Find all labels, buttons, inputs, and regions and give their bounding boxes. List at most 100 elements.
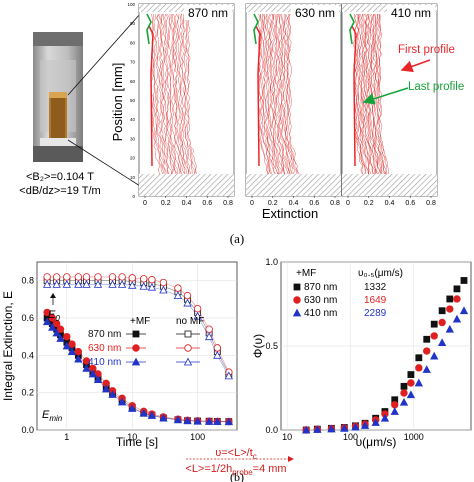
emin-label: Emin <box>42 409 63 423</box>
data-point <box>423 335 431 343</box>
panel-a-label: (a) <box>230 231 244 246</box>
legend-marker <box>131 357 141 366</box>
profile-curve <box>353 13 363 175</box>
profile-curve <box>257 13 269 175</box>
profile-curve <box>153 13 165 175</box>
legend-value: 1649 <box>364 295 387 306</box>
series-410nm <box>302 306 469 434</box>
data-point <box>351 422 360 431</box>
data-point <box>62 280 71 288</box>
hatch-bottom <box>246 174 341 196</box>
data-point <box>438 307 446 315</box>
data-point <box>400 382 408 390</box>
profile-curve <box>166 13 178 175</box>
data-point <box>139 281 148 290</box>
profile-curve <box>178 13 190 175</box>
y-tick-label-left: 0.0 <box>21 425 34 435</box>
data-point <box>173 291 183 299</box>
profile-curve <box>271 13 282 175</box>
legend-marker <box>132 330 140 338</box>
data-point <box>452 314 462 323</box>
data-point <box>453 285 461 293</box>
data-point <box>340 423 349 432</box>
y-tick-label-a: 100 <box>127 2 135 7</box>
legend-marker <box>293 283 301 291</box>
legend-label: 870 nm <box>304 282 337 293</box>
data-point <box>82 273 91 281</box>
data-point <box>88 369 98 378</box>
data-point <box>74 273 83 281</box>
x-axis-label-right: υ(μm/s) <box>356 435 397 449</box>
profile-curve <box>282 13 293 175</box>
data-point <box>430 332 438 340</box>
profile-curve <box>186 13 197 175</box>
data-point <box>213 350 222 359</box>
y-axis-label-a: Position [mm] <box>110 63 125 142</box>
x-tick-label-a: 0.4 <box>289 200 299 207</box>
field-caption-1: <B₂>=0.104 T <box>26 171 94 183</box>
cuvette-photo <box>33 32 83 162</box>
profile-curve <box>165 13 176 175</box>
y-axis-label-left: Integral Extinction, E <box>1 291 15 401</box>
legend-value: 1332 <box>364 282 387 293</box>
x-tick-label-a: 0.4 <box>182 200 192 207</box>
x-tick-label-right: 1000 <box>404 432 424 442</box>
data-point <box>415 354 423 362</box>
data-point <box>93 280 103 288</box>
profile-curve <box>286 13 298 175</box>
y-tick-label-a: 30 <box>130 136 136 141</box>
x-tick-label-a: 0.2 <box>268 200 278 207</box>
data-point <box>213 417 222 425</box>
data-point <box>407 371 415 378</box>
data-point <box>390 407 399 415</box>
data-point <box>56 334 65 342</box>
data-point <box>52 328 61 337</box>
x-tick-label-a: 0.2 <box>364 200 374 207</box>
last-profile-arrow <box>362 87 409 105</box>
profile-curve <box>263 13 275 175</box>
data-point <box>140 275 148 283</box>
data-point <box>42 280 52 288</box>
profile-curve <box>268 13 280 175</box>
wavelength-label: 870 nm <box>188 6 228 20</box>
profile-curve <box>158 13 170 175</box>
data-point <box>423 347 431 355</box>
data-point <box>82 280 91 288</box>
legend-header-nomf: no MF <box>176 316 204 327</box>
profile-curve <box>276 13 286 175</box>
series-410nm-triangle <box>42 317 233 426</box>
profile-curve <box>287 13 299 175</box>
profile-curve <box>152 13 164 175</box>
x-tick-label-a: 0.8 <box>330 200 340 207</box>
profile-curve <box>168 13 179 175</box>
formula-1: υ=<L>/tc <box>215 447 257 461</box>
x-tick-label-a: 0.6 <box>405 200 415 207</box>
data-point <box>430 351 439 360</box>
legend-header-mf: +MF <box>130 316 150 327</box>
y-tick-label-a: 0 <box>132 194 135 199</box>
data-point <box>313 425 322 433</box>
formula-arrowhead <box>288 456 294 462</box>
legend-label: 410 nm <box>304 308 337 319</box>
data-point <box>360 421 370 429</box>
profile-curve <box>177 13 187 174</box>
wavelength-label-bg <box>387 5 435 20</box>
wavelength-label-bg <box>184 5 232 20</box>
legend-label: 630 nm <box>88 343 121 354</box>
data-point <box>159 278 168 287</box>
x-tick-label-a: 0.8 <box>426 200 436 207</box>
integral-extinction-chart: 0.0 0.2 0.4 0.6 0.8 1 10 100 Integral Extinctio… <box>1 261 238 449</box>
series-410nm-open-triangle <box>42 280 233 380</box>
data-point <box>139 408 148 417</box>
data-point <box>108 273 117 281</box>
data-point <box>67 347 77 355</box>
x-tick-label-a: 0.4 <box>385 200 395 207</box>
y-tick-label-left: 0.8 <box>21 276 34 286</box>
legend-right: 870 nm 1332 630 nm 1649 410 nm 2289 <box>292 282 387 319</box>
profile-curve <box>284 13 296 175</box>
y-tick-label-right: 0.5 <box>265 341 278 351</box>
data-point <box>407 379 415 387</box>
x-axis-label-a: Extinction <box>262 206 318 221</box>
profile-panel-410nm: 0 0.2 0.4 0.6 0.8 410 nm <box>341 3 438 207</box>
wavelength-label-bg <box>291 5 339 20</box>
